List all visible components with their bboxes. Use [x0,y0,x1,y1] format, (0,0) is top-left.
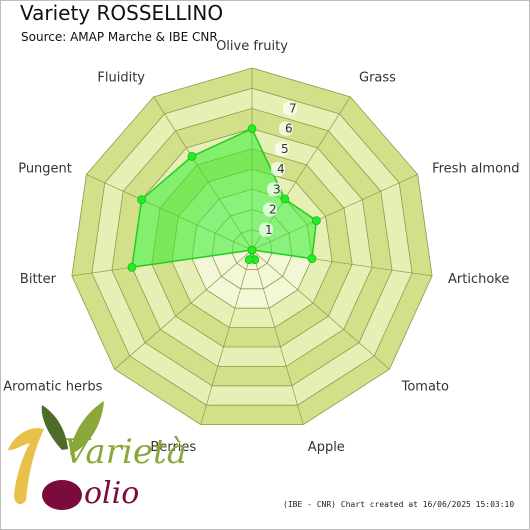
radar-tick-bg [263,202,277,217]
radar-axis-label: Fresh almond [432,162,519,177]
logo-stroke-gold [8,428,44,505]
radar-spoke [251,249,390,370]
chart-credit: (IBE - CNR) Chart created at 16/06/2025 … [283,500,515,509]
radar-data-point [307,254,317,264]
radar-tick-label: 1 [265,223,273,237]
radar-tick-bg [279,121,293,136]
radar-data-point [127,262,137,272]
varieta-olio-logo: Varietà olio [8,401,187,511]
logo-word-olio: olio [84,476,139,511]
radar-axis-label: Olive fruity [216,39,288,54]
radar-axis-label: Grass [359,70,396,85]
radar-spoke [200,249,253,425]
radar-tick-bg [283,101,297,116]
radar-tick-bg [267,182,281,197]
chart-subtitle: Source: AMAP Marche & IBE CNR [21,30,218,44]
radar-data-point [137,195,147,205]
radar-tick-label: 6 [285,122,293,136]
radar-tick-bg [259,222,273,237]
radar-data-point [247,245,257,255]
logo-leaf-light [70,401,104,455]
radar-data-point [280,194,290,204]
radar-axis-label: Tomato [401,380,449,395]
radar-spoke [114,249,253,370]
radar-tick-bg [271,162,285,177]
logo-word-varieta: Varietà [64,432,187,472]
radar-axis-label: Pungent [18,162,72,177]
radar-axis-label: Fluidity [97,70,145,85]
radar-axis-label: Bitter [20,272,57,287]
radar-data-point [187,151,197,161]
radar-tick-label: 7 [289,101,297,115]
radar-tick-label: 4 [277,162,285,176]
chart-title: Variety ROSSELLINO [20,1,224,25]
radar-spoke [251,249,304,425]
radar-axis-label: Aromatic herbs [3,380,102,395]
radar-data-point [247,124,257,134]
radar-tick-label: 5 [281,142,289,156]
logo-leaf-dark [41,405,68,450]
logo-olive [42,480,82,510]
radar-tick-label: 3 [273,182,281,196]
radar-tick-label: 2 [269,203,277,217]
radar-axis-labels: Olive fruity Grass Fresh almond Artichoke To… [3,39,519,455]
radar-axis-label: Artichoke [448,272,509,287]
radar-axis-label: Apple [308,440,345,455]
radar-tick-labels: 1 2 3 4 5 6 7 [259,101,297,237]
radar-data-point [311,216,321,226]
radar-data-point [244,255,254,265]
radar-tick-bg [275,141,289,156]
radar-axis-label: Berries [150,440,196,455]
